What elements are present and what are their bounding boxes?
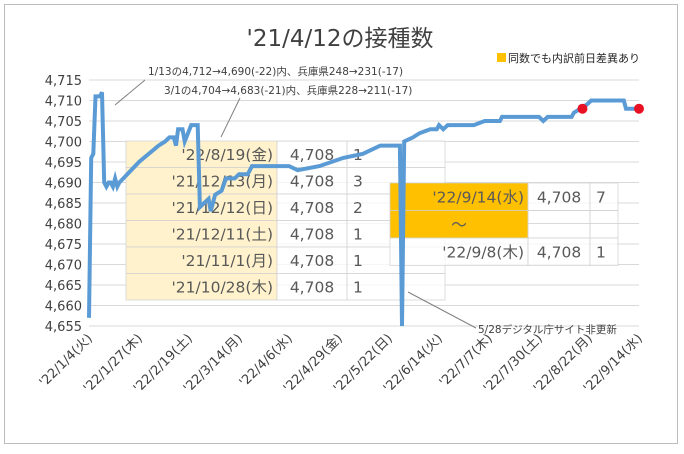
y-tick-label: 4,680 [45,218,82,233]
table-left-text: 4,708 [290,172,334,190]
table-right-cell [589,210,619,239]
table-right-text: 7 [596,188,606,206]
chart-frame [4,4,678,444]
table-right-text: '22/9/14(水) [432,188,524,206]
table-left-text: 1 [353,278,363,296]
y-tick-label: 4,715 [45,74,82,89]
table-left-text: 4,708 [290,225,334,243]
highlight-marker [634,103,644,114]
annotation-leader [407,291,477,329]
y-tick-label: 4,705 [45,115,82,130]
table-right-cell [589,182,619,211]
y-tick-label: 4,695 [45,156,82,171]
annotation-leader [114,79,146,106]
legend-label: 同数でも内訳前日差異あり [508,51,640,65]
table-left-text: 4,708 [290,278,334,296]
table-right-cell [589,237,619,266]
table-left-text: 4,708 [290,146,334,164]
y-tick-label: 4,685 [45,197,82,212]
y-tick-label: 4,700 [45,136,82,151]
table-left-text: '21/12/12(日) [172,199,273,217]
table-left-cell [125,273,278,301]
table-left-cell [276,167,348,195]
y-tick-label: 4,670 [45,259,82,274]
table-left-text: 4,708 [290,199,334,217]
table-left-text: 3 [353,172,363,190]
annotation-jan13: 1/13の4,712→4,690(-22)内、兵庫県248→231(-17) [148,65,403,78]
table-left-text: 4,708 [290,252,334,270]
table-left-text: '21/10/28(木) [172,278,273,296]
table-right-text: 1 [596,243,606,261]
table-right-cell [527,210,591,239]
table-right-cell [389,237,529,266]
y-tick-label: 4,710 [45,95,82,110]
table-right-cell [389,210,529,239]
table-left-text: 2 [353,199,363,217]
table-left-text: 1 [353,252,363,270]
table-left-cell [125,246,278,274]
table-left-text: '21/12/13(月) [172,172,273,190]
table-left-cell [346,273,446,301]
table-left-cell [276,193,348,221]
legend-swatch [497,53,506,62]
table-left-cell [276,246,348,274]
table-left-cell [276,140,348,168]
chart-legend: 同数でも内訳前日差異あり [497,51,640,65]
highlight-marker [577,103,588,114]
table-right-cell [527,237,591,266]
annotation-may28: 5/28デジタル庁サイト非更新 [478,323,617,336]
table-left-cell [125,167,278,195]
table-left-cell [276,220,348,248]
y-tick-label: 4,660 [45,300,82,315]
table-left-text: '22/8/19(金) [181,146,273,164]
table-right-text: 4,708 [537,243,581,261]
table-right-text: ～ [451,216,467,234]
annotation-mar1: 3/1の4,704→4,683(-21)内、兵庫県228→211(-17) [164,84,412,97]
series-line [87,91,639,327]
annotation-leader [220,97,241,138]
y-tick-label: 4,675 [45,238,82,253]
chart-title: '21/4/12の接種数 [247,26,434,52]
table-left-text: 1 [353,225,363,243]
table-right-text: '22/9/8(木) [442,243,524,261]
table-left-text: '21/12/11(土) [172,225,273,243]
table-left-text: '21/11/1(月) [181,252,273,270]
table-left-cell [276,273,348,301]
table-right-text: 4,708 [537,188,581,206]
y-tick-label: 4,655 [45,320,82,335]
y-tick-label: 4,690 [45,177,82,192]
table-right-cell [527,182,591,211]
y-tick-label: 4,665 [45,279,82,294]
